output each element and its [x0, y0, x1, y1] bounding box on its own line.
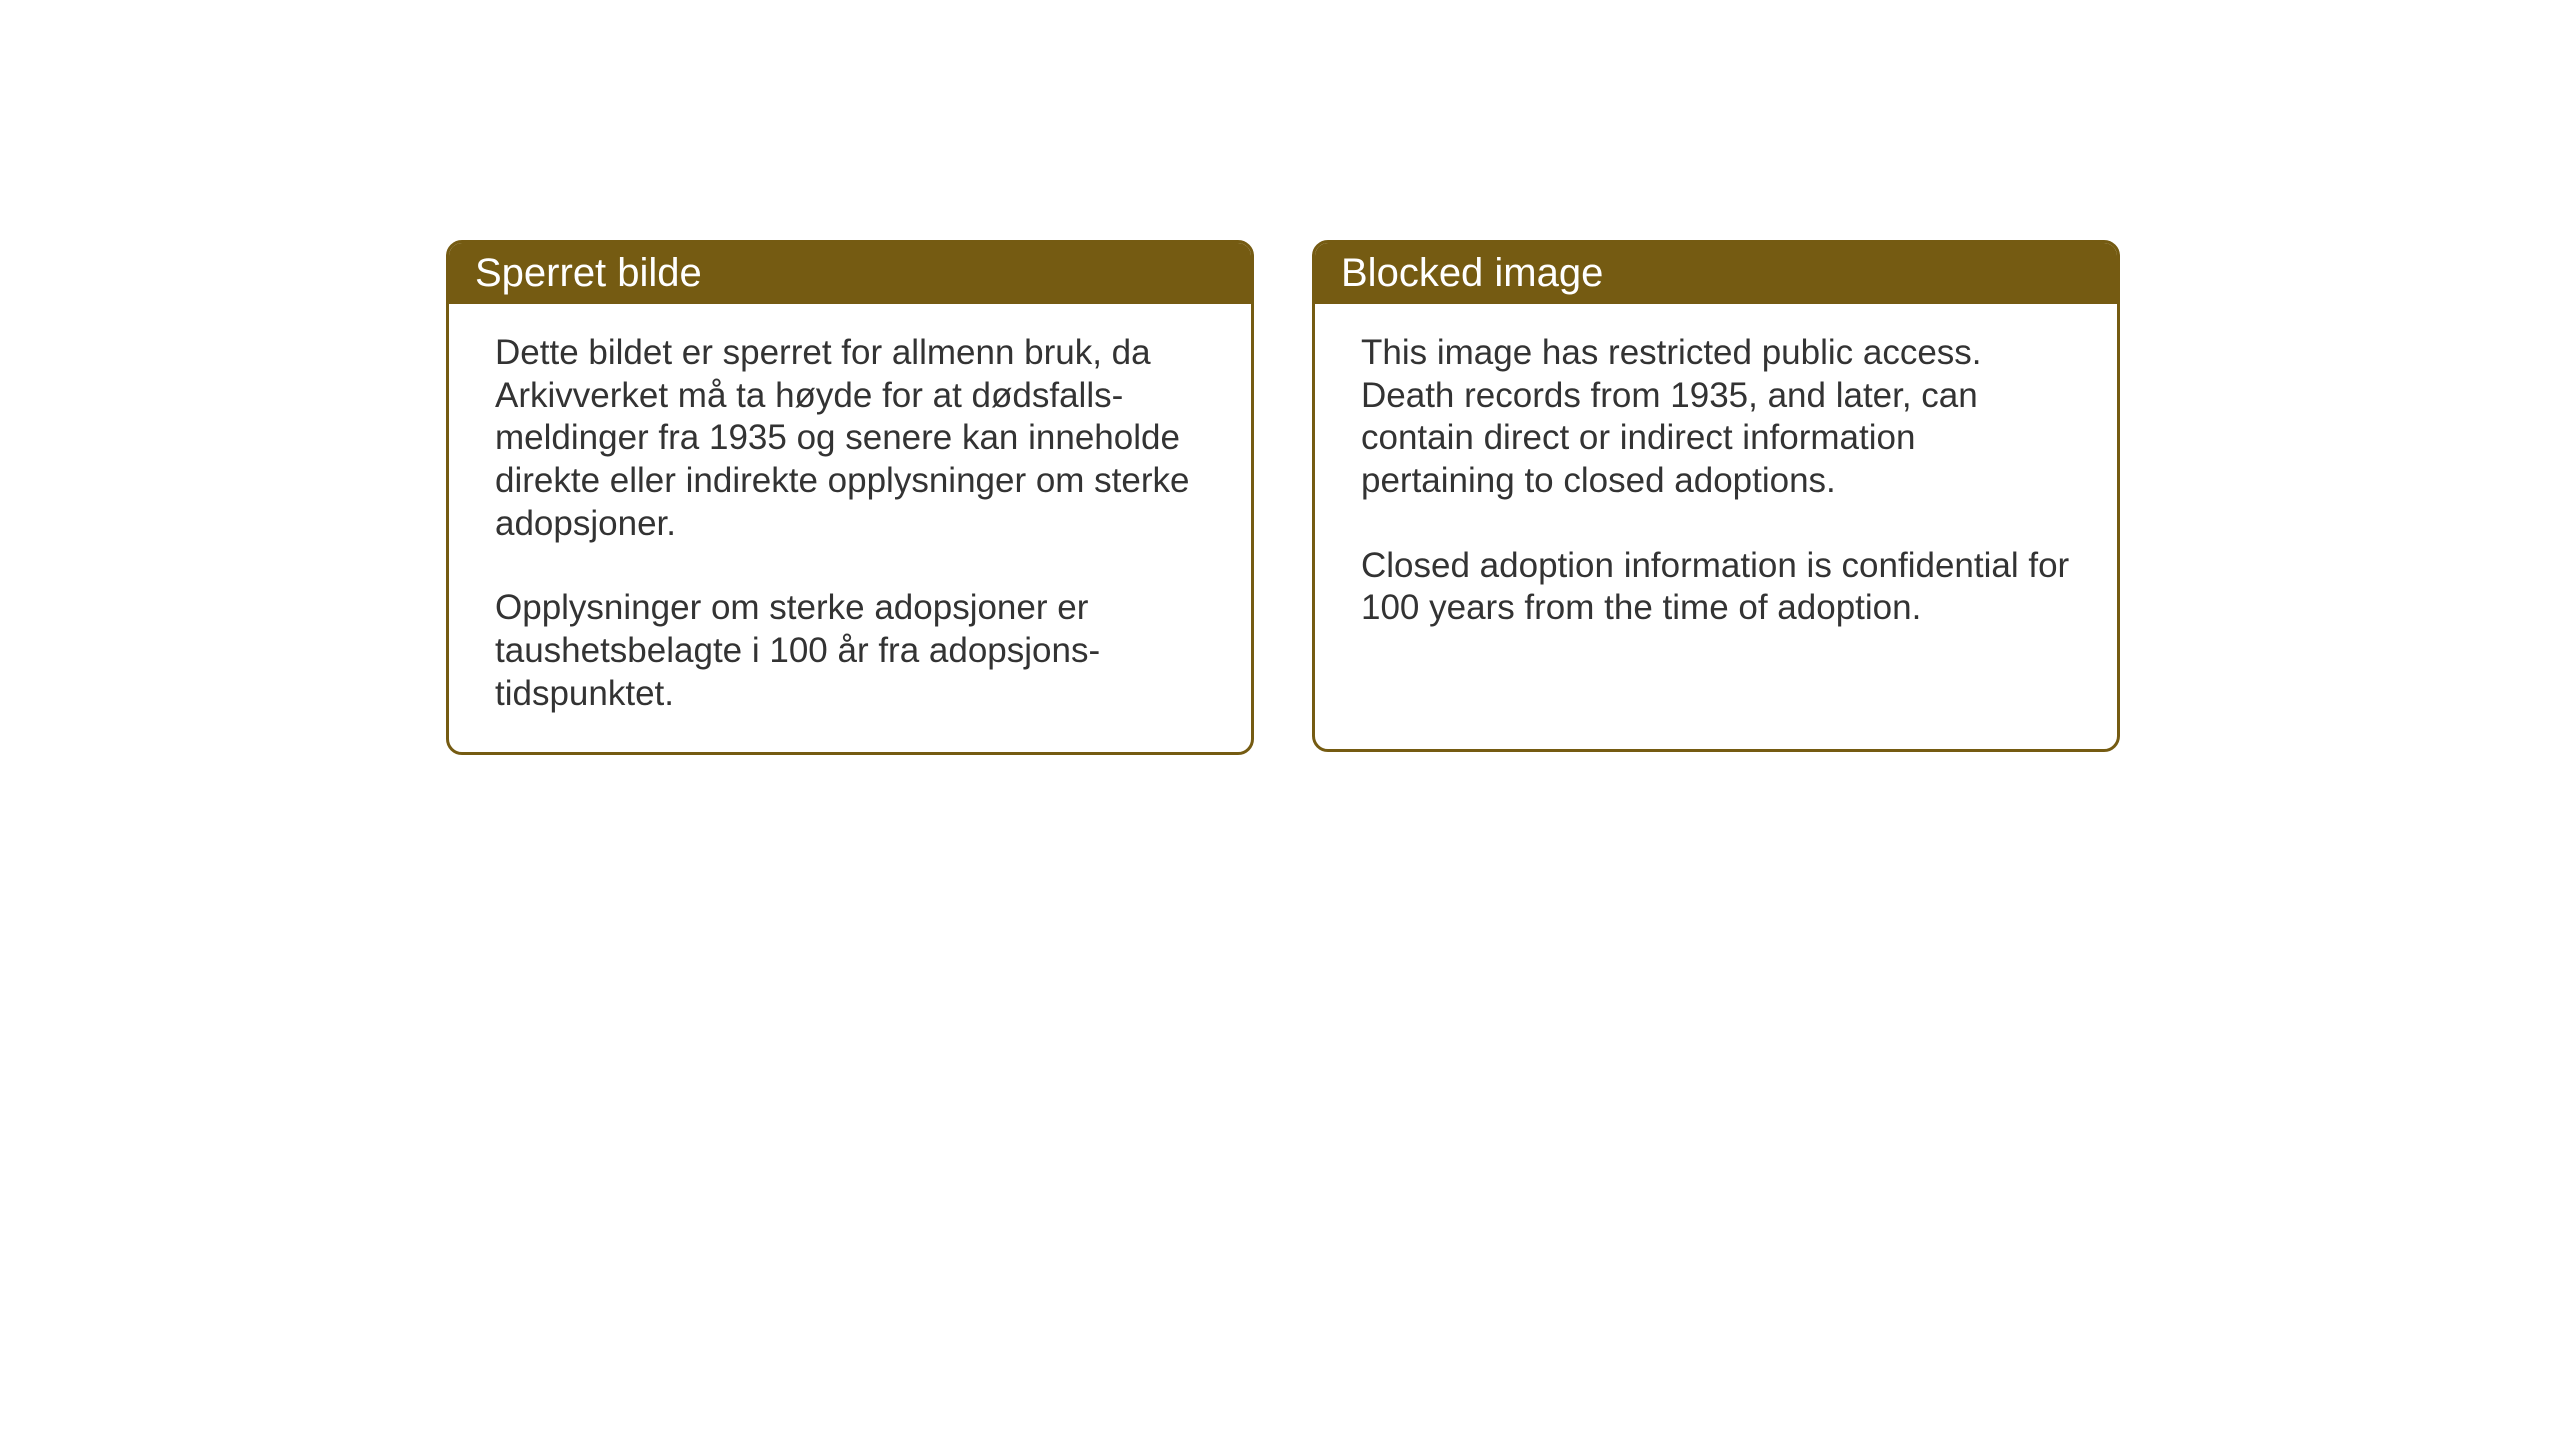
notice-paragraph-1-english: This image has restricted public access.… — [1361, 332, 2071, 503]
notice-paragraph-2-norwegian: Opplysninger om sterke adopsjoner er tau… — [495, 587, 1205, 715]
notice-header-english: Blocked image — [1315, 243, 2117, 304]
notice-title-english: Blocked image — [1341, 251, 1603, 295]
notice-paragraph-1-norwegian: Dette bildet er sperret for allmenn bruk… — [495, 332, 1205, 545]
notice-paragraph-2-english: Closed adoption information is confident… — [1361, 545, 2071, 630]
notice-card-norwegian: Sperret bilde Dette bildet er sperret fo… — [446, 240, 1254, 755]
notice-title-norwegian: Sperret bilde — [475, 251, 702, 295]
notice-header-norwegian: Sperret bilde — [449, 243, 1251, 304]
notice-body-norwegian: Dette bildet er sperret for allmenn bruk… — [449, 304, 1251, 752]
notice-body-english: This image has restricted public access.… — [1315, 304, 2117, 666]
notice-container: Sperret bilde Dette bildet er sperret fo… — [446, 240, 2120, 755]
notice-card-english: Blocked image This image has restricted … — [1312, 240, 2120, 752]
